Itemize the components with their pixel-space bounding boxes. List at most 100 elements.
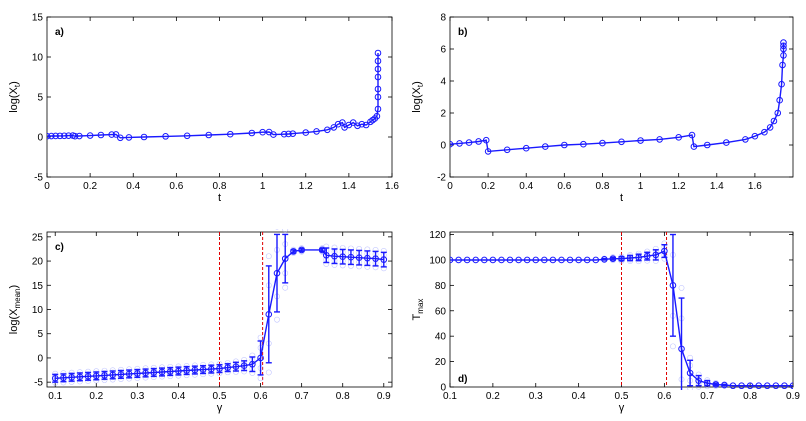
y-axis-label-close: ) — [8, 81, 20, 85]
plot-area — [51, 229, 388, 386]
data-point — [112, 131, 120, 138]
data-point — [780, 45, 787, 53]
data-point — [475, 138, 482, 145]
y-axis-label: log(Xmean) — [8, 285, 22, 334]
y-tick-label: 20 — [435, 357, 447, 368]
data-point — [372, 255, 379, 262]
data-point — [503, 146, 511, 154]
x-tick-label: 0.6 — [657, 391, 671, 402]
data-point — [523, 256, 531, 264]
x-tick-label: 0.1 — [443, 391, 457, 402]
data-point — [56, 132, 64, 140]
data-point — [322, 251, 330, 259]
data-point — [60, 374, 67, 382]
run-point — [687, 354, 693, 361]
data-point — [618, 255, 625, 262]
data-point — [609, 255, 617, 262]
data-point — [270, 131, 277, 138]
data-point — [583, 256, 591, 264]
data-point — [313, 128, 320, 135]
data-point — [776, 96, 783, 104]
y-axis-label: log(Xt) — [411, 81, 425, 113]
data-point — [265, 311, 273, 318]
data-point — [68, 374, 75, 381]
data-point — [484, 148, 492, 155]
y-axis-label-main: log(X — [8, 86, 20, 112]
data-point — [599, 139, 606, 147]
run-point — [282, 284, 289, 291]
x-axis-label: γ — [217, 402, 223, 414]
y-tick-label: 15 — [32, 281, 44, 292]
data-point — [374, 105, 382, 113]
x-tick-label: 0.7 — [700, 391, 714, 402]
data-point — [324, 126, 331, 134]
data-point — [374, 49, 382, 57]
x-tick-label: 0 — [44, 181, 50, 192]
data-point — [656, 136, 663, 143]
data-point — [71, 132, 79, 140]
x-tick-label: 0.6 — [169, 181, 183, 192]
data-point — [522, 144, 530, 152]
x-tick-label: 0.8 — [336, 391, 350, 402]
y-tick-label: 10 — [32, 53, 44, 64]
data-point — [652, 251, 660, 259]
data-point — [675, 134, 682, 141]
y-tick-label: 4 — [440, 77, 446, 88]
data-point — [456, 140, 463, 147]
y-axis-label-sub: t — [13, 84, 22, 87]
data-point — [789, 382, 793, 390]
data-point — [532, 256, 540, 264]
data-point — [347, 253, 355, 261]
data-point — [780, 39, 787, 46]
y-tick-label: 15 — [32, 13, 44, 24]
panel-c-label: c) — [55, 242, 64, 253]
data-point — [331, 252, 338, 260]
data-point — [566, 256, 574, 264]
x-tick-label: 0.7 — [295, 391, 309, 402]
data-point — [330, 124, 338, 131]
data-point — [463, 256, 471, 264]
data-point — [742, 136, 749, 143]
x-tick-label: 1.6 — [748, 181, 762, 192]
data-point — [349, 119, 357, 126]
data-point — [703, 141, 711, 149]
data-point — [259, 128, 266, 136]
data-point — [686, 369, 694, 377]
run-point — [687, 385, 693, 390]
data-point — [191, 366, 199, 374]
data-point — [158, 368, 166, 376]
data-point — [117, 371, 125, 378]
x-axis-label: t — [620, 192, 623, 204]
x-tick-label: 0.2 — [481, 181, 495, 192]
data-point — [97, 131, 105, 139]
data-point — [285, 130, 292, 138]
data-point — [249, 360, 256, 368]
y-axis-label: Tmax — [411, 299, 425, 321]
data-point — [482, 136, 490, 144]
data-point — [207, 365, 215, 373]
data-point — [561, 141, 568, 149]
data-point — [358, 120, 366, 128]
y-tick-label: 0 — [440, 383, 446, 394]
data-point — [755, 382, 763, 390]
x-tick-label: 0.8 — [743, 391, 757, 402]
y-tick-label: 5 — [37, 93, 43, 104]
y-tick-label: -5 — [34, 378, 43, 389]
data-point — [774, 109, 782, 117]
data-point — [298, 246, 305, 254]
x-tick-label: 0.3 — [529, 391, 543, 402]
data-point — [101, 372, 108, 379]
data-point — [575, 256, 582, 264]
data-point — [289, 130, 297, 137]
data-point — [695, 377, 702, 384]
y-axis-label: log(Xt) — [8, 81, 22, 113]
plot-area — [450, 233, 793, 390]
x-tick-label: 0.4 — [572, 391, 586, 402]
data-point — [374, 65, 382, 73]
x-tick-label: 0.8 — [213, 181, 227, 192]
y-tick-label: 120 — [429, 230, 446, 241]
run-point — [275, 229, 279, 230]
y-tick-label: 80 — [435, 281, 447, 292]
